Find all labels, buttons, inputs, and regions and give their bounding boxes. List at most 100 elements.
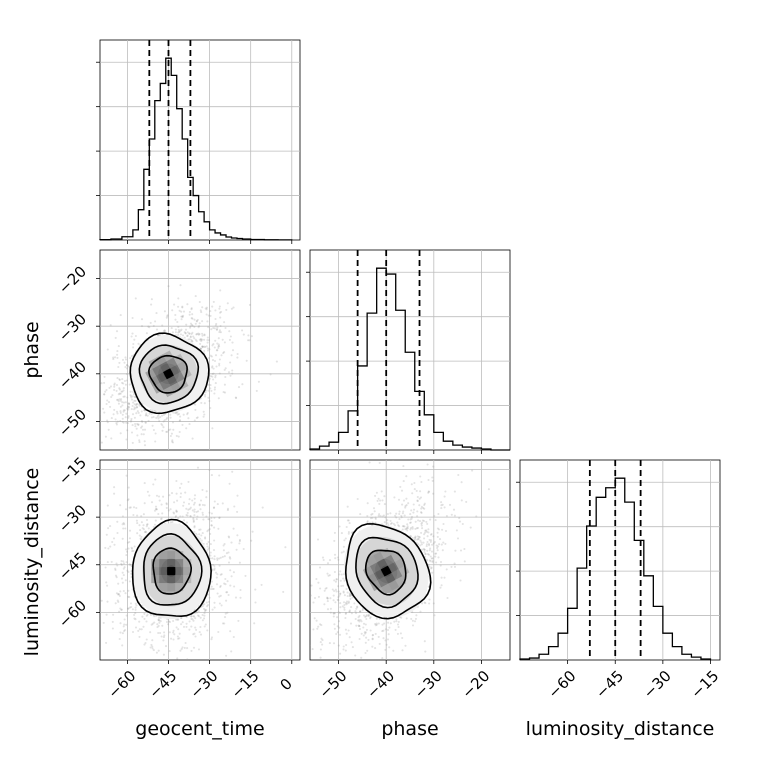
scatter-point: [362, 634, 365, 637]
scatter-point: [145, 531, 148, 534]
scatter-point: [190, 615, 193, 618]
scatter-point: [182, 413, 185, 416]
scatter-point: [458, 520, 462, 523]
scatter-point: [284, 546, 287, 549]
scatter-point: [441, 503, 444, 506]
scatter-point: [376, 499, 379, 502]
scatter-point: [117, 345, 120, 348]
scatter-point: [400, 516, 403, 519]
scatter-point: [127, 408, 130, 411]
scatter-point: [230, 650, 233, 653]
scatter-point: [364, 651, 367, 655]
scatter-point: [346, 595, 349, 598]
scatter-point: [300, 594, 302, 596]
scatter-point: [215, 322, 218, 325]
scatter-point: [340, 551, 343, 554]
scatter-point: [356, 605, 359, 608]
scatter-point: [137, 423, 140, 426]
scatter-point: [216, 503, 219, 506]
scatter-point: [401, 512, 404, 515]
contour-line-2: [364, 549, 407, 596]
scatter-point: [157, 649, 160, 652]
scatter-point: [134, 608, 137, 611]
scatter-point: [122, 389, 125, 392]
scatter-point: [180, 482, 183, 485]
scatter-point: [116, 398, 119, 401]
scatter-point: [140, 515, 143, 518]
scatter-point: [213, 539, 216, 542]
scatter-point: [389, 522, 392, 525]
scatter-point: [107, 547, 110, 550]
scatter-point: [116, 564, 119, 567]
scatter-point: [119, 399, 122, 402]
scatter-point: [152, 324, 155, 327]
scatter-point: [137, 342, 140, 345]
scatter-point: [221, 622, 225, 625]
scatter-point: [319, 656, 322, 659]
scatter-point: [163, 329, 166, 332]
scatter-point: [208, 511, 211, 514]
scatter-point: [163, 330, 167, 333]
scatter-point: [458, 517, 461, 520]
scatter-point: [111, 540, 114, 544]
scatter-point: [231, 369, 234, 372]
scatter-point: [375, 663, 377, 665]
scatter-point: [342, 591, 345, 594]
scatter-point: [146, 613, 149, 616]
scatter-point: [344, 649, 347, 652]
scatter-point: [410, 517, 413, 520]
scatter-point: [339, 579, 342, 582]
scatter-point: [127, 607, 130, 610]
scatter-point: [396, 623, 400, 626]
scatter-point: [148, 451, 150, 453]
scatter-point: [397, 620, 400, 623]
scatter-point: [216, 558, 219, 562]
contour-line-1: [355, 536, 419, 609]
scatter-point: [184, 331, 187, 335]
scatter-point: [201, 532, 204, 535]
scatter-point: [124, 416, 127, 419]
scatter-point: [100, 412, 101, 415]
scatter-point: [355, 624, 358, 627]
scatter-point: [380, 490, 383, 493]
scatter-point: [400, 489, 404, 492]
scatter-point: [414, 520, 417, 523]
scatter-point: [224, 612, 227, 615]
scatter-point: [197, 332, 200, 335]
scatter-point: [195, 518, 198, 521]
scatter-point: [121, 417, 124, 420]
scatter-point: [415, 614, 418, 617]
scatter-point: [214, 339, 217, 342]
scatter-point: [127, 498, 130, 501]
scatter-point: [344, 616, 347, 620]
scatter-point: [205, 490, 208, 493]
scatter-point: [212, 326, 215, 330]
scatter-point: [416, 538, 419, 541]
scatter-point: [203, 612, 206, 615]
scatter-point: [241, 329, 244, 332]
scatter-point: [392, 460, 394, 461]
scatter-point: [212, 300, 215, 303]
scatter-point: [417, 538, 420, 541]
scatter-point: [334, 588, 337, 591]
scatter-point: [96, 577, 98, 579]
scatter-point: [85, 595, 87, 597]
scatter-point: [210, 512, 213, 515]
scatter-point: [417, 537, 420, 540]
scatter-point: [406, 525, 409, 528]
scatter-point: [203, 504, 206, 507]
density-peak-cell: [167, 567, 176, 576]
scatter-point: [325, 586, 328, 590]
scatter-point: [130, 605, 133, 609]
scatter-point: [223, 368, 226, 371]
scatter-point: [188, 332, 191, 335]
scatter-point: [214, 571, 218, 574]
scatter-point: [207, 540, 210, 544]
scatter-point: [81, 448, 83, 450]
scatter-point: [119, 622, 122, 625]
scatter-point: [160, 517, 163, 520]
scatter-point: [217, 337, 220, 340]
scatter-point: [351, 596, 354, 599]
scatter-point: [348, 610, 351, 613]
scatter-point: [123, 630, 126, 633]
